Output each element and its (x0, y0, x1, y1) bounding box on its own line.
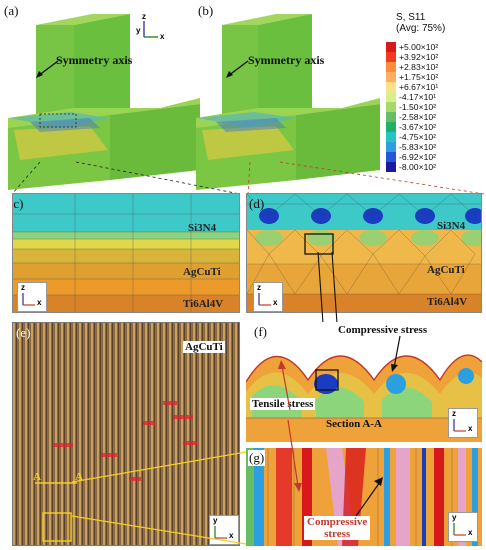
stress-arrows (278, 360, 383, 517)
panel-a: (a) Symmetry axis z y x (0, 0, 240, 200)
panel-b-label: (b) (198, 3, 214, 18)
section-marker-a1: A (33, 471, 41, 483)
panel-e: (e) AgCuTi A A y x (12, 322, 240, 546)
axis-triad-c: z x (17, 282, 47, 312)
compressive-arrow-f (391, 335, 401, 372)
section-marker-a2: A (75, 471, 83, 483)
panel-c: (c) Si3N4 AgCuTi Ti6Al4V z x (12, 193, 240, 313)
panel-d-label: (d) (249, 196, 265, 211)
agcuti-label-e: AgCuTi (183, 341, 225, 353)
axis-arrows-a (143, 21, 158, 38)
legend-value: +5.00×10² (399, 42, 439, 52)
compressive-stress-label-g-line2: stress (324, 528, 351, 540)
legend-swatch (386, 152, 396, 162)
legend-value: -5.83×10² (399, 142, 437, 152)
legend-swatch (386, 132, 396, 142)
compressive-stress-label-g-line1: Compressive (307, 516, 368, 528)
panel-b: (b) Symmetry axis (192, 0, 382, 200)
axis-triad-f: z x (448, 408, 478, 438)
panel-d: (d) Si3N4 AgCuTi Ti6Al4V z x (246, 193, 482, 313)
axis-y-label-e: y (213, 516, 218, 525)
panel-c-label: (c) (13, 196, 24, 211)
axis-z-label-c: z (21, 283, 25, 292)
legend-value: -1.50×10² (399, 102, 437, 112)
axis-arrows-f (453, 419, 466, 432)
legend-swatch (386, 82, 396, 92)
legend-value: +6.67×10¹ (399, 82, 439, 92)
legend-title-line1: S, S11 (396, 12, 426, 23)
connector-d-to-f (317, 252, 339, 332)
panel-c-figure (13, 194, 239, 312)
tensile-stress-label: Tensile stress (250, 398, 316, 410)
compressive-stress-label-g: Compressive stress (304, 516, 371, 540)
panel-f-figure (246, 354, 482, 442)
legend-value: -2.58×10² (399, 112, 437, 122)
legend-rows: +5.00×10² +3.92×10² +2.83×10² +1.75×10² +6.6… (386, 42, 486, 174)
axis-triad-a: z y x (136, 12, 176, 46)
axis-x-label-c: x (37, 298, 42, 307)
legend-swatch (386, 112, 396, 122)
stress-legend: S, S11 (Avg: 75%) +5.00×10² +3.92×10² +2.8… (386, 12, 486, 172)
axis-y-label-a: y (136, 26, 141, 35)
compressive-stress-label-f: Compressive stress (338, 324, 428, 336)
legend-swatch (386, 102, 396, 112)
legend-swatch (386, 122, 396, 132)
agcuti-label-d: AgCuTi (427, 264, 465, 276)
legend-value: -4.75×10² (399, 132, 437, 142)
panel-a-figure (8, 14, 200, 190)
axis-z-label-d: z (257, 283, 261, 292)
legend-swatch (386, 42, 396, 52)
legend-value: -8.00×10² (399, 162, 437, 172)
symmetry-arrow-a (36, 60, 59, 78)
axis-y-label-g: y (452, 513, 457, 522)
legend-title: S, S11 (Avg: 75%) (396, 12, 445, 34)
legend-swatch (386, 52, 396, 62)
panel-a-label: (a) (4, 3, 19, 18)
panel-f-label: (f) (254, 324, 267, 339)
panel-g: (g) Compressive stress y x (246, 448, 482, 546)
legend-swatch (386, 92, 396, 102)
symmetry-arrow-b (226, 60, 249, 78)
axis-arrows-d (258, 293, 271, 306)
axis-triad-g: y x (448, 512, 478, 542)
si3n4-label-d: Si3N4 (437, 220, 466, 232)
axis-x-label-a: x (160, 32, 165, 41)
section-label: Section A-A (326, 418, 382, 430)
symmetry-axis-label-a: Symmetry axis (56, 53, 133, 67)
legend-swatch (386, 162, 396, 172)
legend-value: -4.17×10¹ (399, 92, 437, 102)
symmetry-axis-label-b: Symmetry axis (248, 53, 325, 67)
legend-swatch (386, 142, 396, 152)
legend-value: -6.92×10² (399, 152, 437, 162)
legend-value: +1.75×10² (399, 72, 439, 82)
legend-swatch (386, 72, 396, 82)
agcuti-label-c: AgCuTi (183, 266, 221, 278)
connector-lines-top (11, 161, 485, 195)
zoom-connector-lines (71, 451, 247, 545)
legend-value: +3.92×10² (399, 52, 439, 62)
panel-g-label: (g) (248, 450, 266, 466)
axis-x-label-g: x (468, 528, 473, 537)
panel-b-figure (196, 14, 380, 190)
axis-arrows-e (214, 526, 227, 539)
axis-x-label-d: x (273, 298, 278, 307)
panel-d-figure (247, 194, 481, 312)
ti6al4v-label-d: Ti6Al4V (427, 296, 468, 308)
legend-value: +2.83×10² (399, 62, 439, 72)
axis-triad-d: z x (253, 282, 283, 312)
ti6al4v-label-c: Ti6Al4V (183, 298, 224, 310)
axis-arrows-c (22, 293, 35, 306)
panel-e-figure (13, 323, 239, 545)
panel-e-label: (e) (16, 325, 31, 340)
axis-x-label-f: x (468, 424, 473, 433)
legend-swatch (386, 62, 396, 72)
axis-z-label-a: z (142, 12, 146, 21)
axis-x-label-e: x (229, 531, 234, 540)
si3n4-label-c: Si3N4 (188, 222, 217, 234)
legend-value: -3.67×10² (399, 122, 437, 132)
axis-z-label-f: z (452, 409, 456, 418)
legend-title-line2: (Avg: 75%) (396, 23, 446, 34)
axis-arrows-g (453, 523, 466, 536)
